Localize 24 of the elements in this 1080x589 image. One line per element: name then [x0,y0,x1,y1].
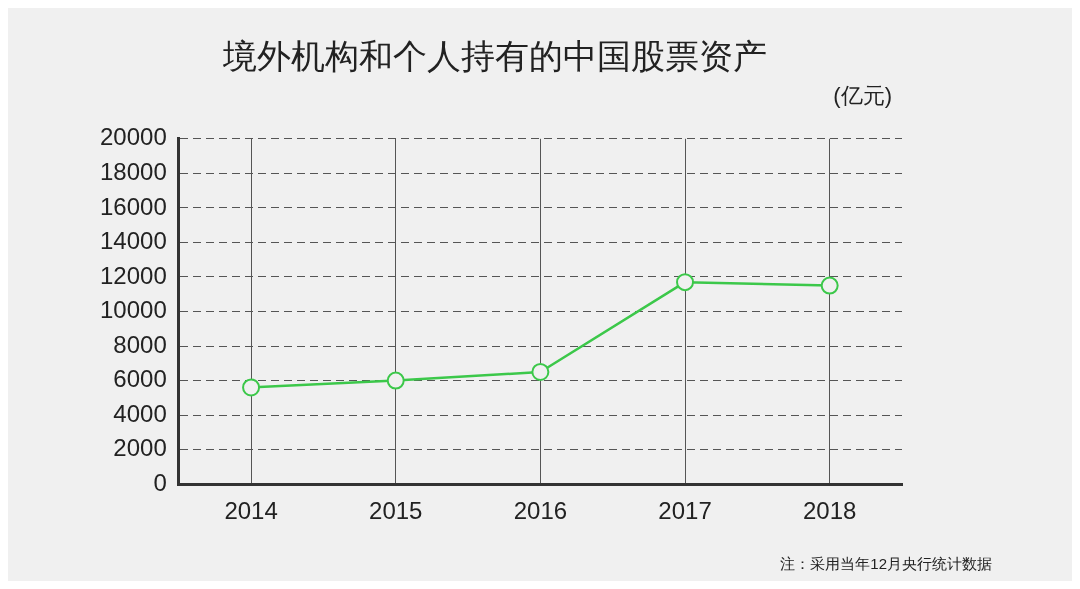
y-tick-label: 18000 [99,157,167,185]
y-tick-label: 6000 [113,365,167,393]
x-tick-label: 2018 [802,497,857,525]
text: 注：采用当年12月央行统计数据 [780,555,992,572]
x-tick-label: 2016 [513,497,568,525]
y-tick-label: 16000 [99,192,167,220]
point [820,276,839,295]
point [386,371,405,390]
y-tick-label: 8000 [113,330,167,358]
point [676,273,695,292]
y-tick-label: 12000 [99,261,167,289]
y-tick-label: 2000 [113,434,167,462]
x-tick-label: 2014 [224,497,278,525]
y-tick-label: 14000 [99,227,167,255]
x-tick-label: 2017 [658,497,712,525]
x-tick-label: 2015 [369,497,423,525]
point [531,362,550,381]
y-tick-label: 20000 [99,123,167,151]
y-tick-label: 10000 [99,296,167,324]
y-tick-label: 4000 [113,399,167,427]
y-axis-title: (亿元) [833,83,892,108]
y-tick-label: 0 [153,468,167,496]
point [242,378,261,397]
chart-title: 境外机构和个人持有的中国股票资产 [222,36,767,75]
